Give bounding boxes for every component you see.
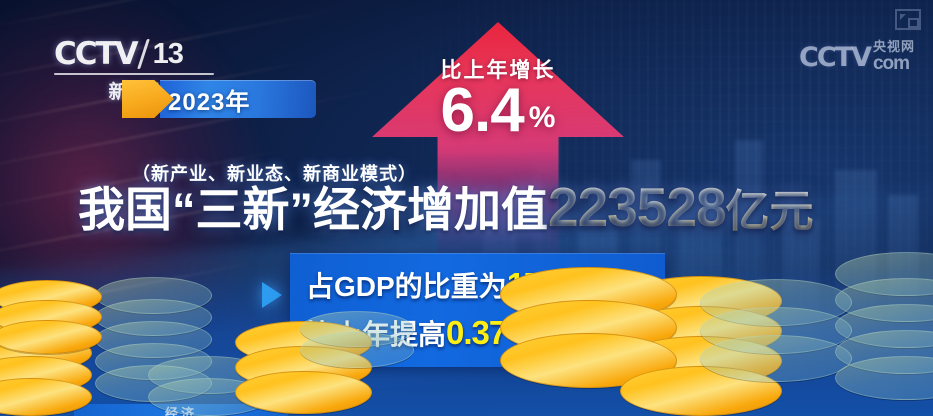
- coin-stack: [0, 282, 100, 354]
- year-badge-bar: 2023年: [160, 80, 316, 118]
- headline: 我国“三新”经济增加值223528亿元: [78, 178, 814, 237]
- coin: [700, 335, 852, 382]
- logo-underline: [54, 73, 214, 75]
- cctv-com-watermark: CCTV 央视网 com: [799, 40, 915, 73]
- arrow-unit: %: [529, 101, 556, 134]
- infographic-stage: 比上年增长 6.4% CCTV 13 新闻 2023年 （新产业、新业态、新商业…: [0, 0, 933, 416]
- channel-number: 13: [153, 38, 183, 71]
- coin-stack: [500, 269, 675, 388]
- cctv-wordmark: CCTV: [54, 36, 137, 72]
- watermark-right: 央视网 com: [873, 40, 915, 73]
- cctv13-logo-row: CCTV 13: [54, 36, 234, 72]
- coin: [300, 332, 414, 368]
- watermark-domain: com: [873, 54, 909, 73]
- arrow-figure: 6.4%: [372, 80, 624, 142]
- headline-value-unit: 亿元: [726, 187, 814, 236]
- logo-slash-divider: [137, 39, 150, 69]
- info-line-value: 0.37: [446, 314, 506, 351]
- picture-in-picture-icon[interactable]: [895, 9, 921, 30]
- coin: [235, 371, 372, 414]
- headline-prefix: 我国“三新”经济增加值: [78, 183, 548, 236]
- info-line-prefix: 占GDP的比重为: [306, 271, 507, 302]
- watermark-cn-label: 央视网: [873, 40, 915, 53]
- year-badge-label: 2023年: [168, 82, 250, 117]
- arrow-value: 6.4: [441, 76, 524, 145]
- watermark-wordmark: CCTV: [799, 42, 870, 73]
- headline-value: 223528: [548, 176, 726, 238]
- play-triangle-icon: [262, 282, 282, 308]
- coin-stack: [700, 281, 850, 382]
- year-badge: 2023年: [122, 80, 316, 118]
- coin-stack: [300, 313, 412, 368]
- info-line-number: 0.37: [446, 314, 506, 351]
